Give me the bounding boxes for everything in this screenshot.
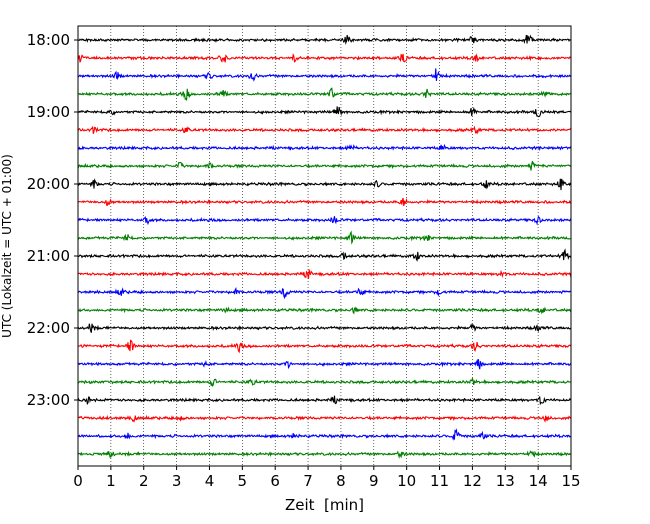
x-tick-label: 3	[172, 472, 182, 490]
x-tick-label: 11	[430, 472, 449, 490]
x-tick-label: 4	[205, 472, 215, 490]
trace-2245	[77, 376, 572, 388]
y-tick-label: 20:00	[27, 175, 70, 193]
trace-1815	[77, 53, 572, 63]
x-tick-label: 1	[106, 472, 116, 490]
y-axis-label: UTC (Lokalzeit = UTC + 01:00)	[0, 154, 14, 338]
y-axis: 18:00 19:00 20:00 21:00 22:00 23:00	[27, 31, 78, 409]
trace-1945	[77, 161, 572, 171]
trace-2145	[77, 306, 572, 315]
x-tick-label: 10	[397, 472, 416, 490]
trace-2115	[77, 269, 572, 279]
x-axis-label: Zeit [min]	[285, 496, 364, 514]
trace-2100	[77, 248, 572, 262]
trace-2045	[77, 230, 572, 245]
x-tick-label: 7	[303, 472, 313, 490]
trace-2300	[77, 395, 572, 406]
trace-2015	[77, 197, 572, 207]
traces-layer	[77, 34, 572, 459]
y-tick-label: 22:00	[27, 319, 70, 337]
x-tick-label: 2	[139, 472, 149, 490]
x-tick-label: 5	[238, 472, 248, 490]
trace-1930	[77, 143, 572, 152]
x-tick-label: 13	[496, 472, 515, 490]
y-tick-label: 23:00	[27, 391, 70, 409]
grid-layer	[110, 26, 539, 466]
y-tick-label: 18:00	[27, 31, 70, 49]
x-tick-label: 8	[336, 472, 346, 490]
trace-1800	[77, 34, 572, 45]
trace-1915	[77, 125, 572, 135]
x-axis: 0 1 2 3 4 5 6 7 8 9 10 11 12 13 14 15	[73, 466, 581, 490]
trace-1845	[77, 87, 572, 102]
trace-2215	[77, 339, 572, 354]
trace-2315	[77, 414, 572, 423]
trace-1830	[77, 68, 572, 82]
trace-2230	[77, 358, 572, 370]
trace-2330	[77, 428, 572, 441]
y-tick-label: 21:00	[27, 247, 70, 265]
trace-1900	[77, 106, 572, 118]
trace-2000	[77, 178, 572, 191]
trace-2130	[77, 287, 572, 300]
plot-frame	[77, 25, 572, 467]
trace-2345	[77, 450, 572, 459]
x-tick-label: 9	[369, 472, 379, 490]
y-tick-label: 19:00	[27, 103, 70, 121]
x-tick-label: 14	[529, 472, 548, 490]
trace-2200	[77, 323, 572, 333]
x-tick-label: 6	[270, 472, 280, 490]
trace-2030	[77, 215, 572, 226]
x-tick-label: 12	[463, 472, 482, 490]
x-tick-label: 15	[561, 472, 580, 490]
x-tick-label: 0	[73, 472, 83, 490]
